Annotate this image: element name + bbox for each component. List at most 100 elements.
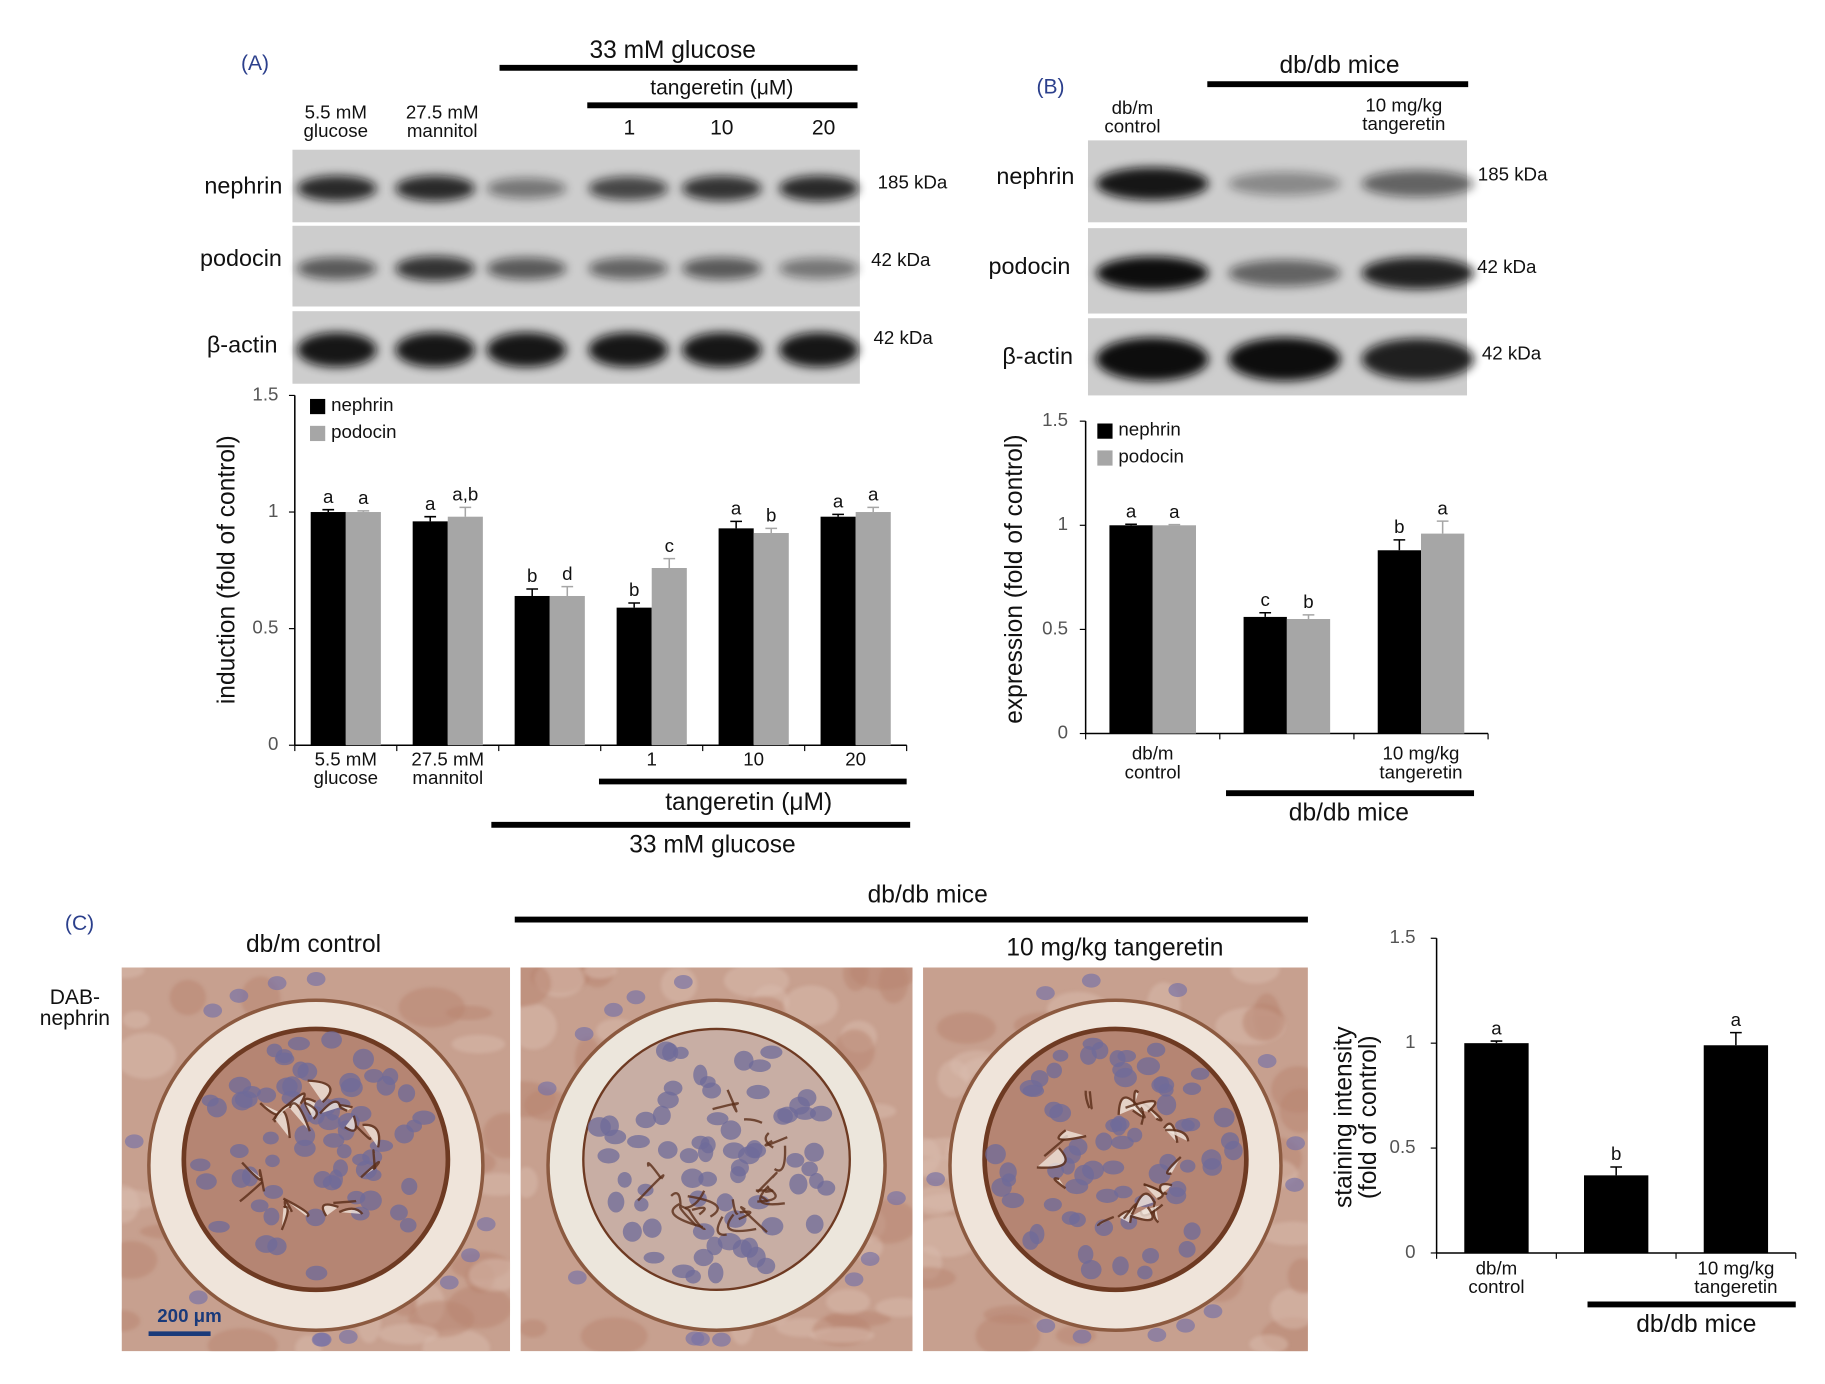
nucleus [716, 1193, 734, 1212]
nucleus [622, 1221, 642, 1242]
capillary-loop [646, 1162, 662, 1180]
nucleus [786, 1153, 805, 1168]
nucleus [1095, 1132, 1113, 1151]
nucleus [801, 1161, 818, 1177]
legend-label: podocin [331, 421, 397, 442]
nucleus [1183, 1222, 1201, 1240]
nucleus [1112, 1062, 1133, 1078]
blot-band [486, 332, 567, 368]
nucleus [229, 988, 249, 1003]
error-bar [730, 520, 742, 529]
nucleus [693, 1248, 714, 1267]
nucleus [1174, 1119, 1195, 1132]
tissue-texture [843, 967, 869, 991]
nucleus [702, 1082, 722, 1099]
tissue-texture [923, 1185, 957, 1216]
blot-background [292, 311, 860, 384]
capillary-loop [282, 1197, 310, 1218]
legend-swatch [1097, 450, 1113, 466]
significance-letter: a [1731, 1009, 1742, 1030]
lane-label: 5.5 mM glucose [304, 101, 368, 141]
capillary-loop [1084, 1090, 1091, 1109]
bar [447, 516, 483, 746]
nucleus [732, 1239, 752, 1258]
size-label: 42 kDa [874, 327, 934, 348]
nucleus [297, 1062, 318, 1081]
nucleus [1102, 1160, 1125, 1175]
nucleus [1074, 1164, 1095, 1186]
error-bar [1393, 539, 1406, 551]
nucleus [382, 1068, 399, 1085]
size-label: 42 kDa [871, 249, 931, 270]
capillary-loop [773, 1145, 787, 1172]
capillary-loop [362, 1123, 381, 1148]
nucleus [231, 1169, 251, 1188]
nucleus [390, 1204, 408, 1221]
capillary-loop [307, 1079, 332, 1104]
tissue-texture [451, 1034, 506, 1054]
legend-label: nephrin [331, 394, 393, 415]
nucleus [401, 1177, 418, 1195]
error-bar [459, 506, 472, 517]
nucleus [635, 1111, 657, 1129]
capillary-loop [1125, 1100, 1157, 1113]
capillary-loop [321, 1203, 339, 1217]
x-tick-label: db/m control [1125, 743, 1181, 783]
error-bar [1610, 1166, 1623, 1176]
nucleus [734, 1050, 754, 1071]
tissue-texture [1279, 1088, 1308, 1133]
row-label: β-actin [1002, 343, 1073, 369]
nucleus [999, 1162, 1017, 1183]
row-label: nephrin [204, 172, 282, 198]
legend-label: nephrin [1118, 418, 1180, 439]
nucleus [1168, 1180, 1187, 1197]
nucleus [1112, 1256, 1129, 1276]
nucleus [692, 1223, 715, 1240]
nucleus [1146, 1042, 1166, 1057]
error-bar [663, 557, 676, 568]
nucleus [265, 1154, 280, 1168]
nucleus [1168, 983, 1188, 998]
capillary-loop [1133, 1089, 1140, 1106]
nucleus [626, 990, 646, 1005]
nucleus [794, 1106, 817, 1120]
image-label: 10 mg/kg tangeretin [1006, 934, 1223, 961]
lane-label: db/m control [1104, 97, 1160, 137]
legend-swatch [310, 425, 326, 442]
tissue-texture [520, 1003, 557, 1050]
tissue-texture [520, 967, 551, 1007]
nucleus [399, 1217, 417, 1233]
nucleus [1286, 1136, 1306, 1151]
x-tick-label: 5.5 mM glucose [314, 748, 378, 788]
bar [1243, 616, 1287, 734]
capillary-loop [338, 1207, 364, 1215]
nucleus [537, 1081, 557, 1096]
y-axis-label: induction (fold of control) [214, 435, 241, 704]
y-tick-label: 0 [1405, 1241, 1415, 1262]
nucleus [756, 1257, 776, 1275]
nucleus [195, 1173, 217, 1190]
y-tick-label: 1 [1405, 1031, 1415, 1052]
x-tick-label: 10 mg/kg tangeretin [1694, 1257, 1777, 1297]
lane-label: 20 [812, 116, 835, 139]
x-tick-label: 20 [845, 748, 866, 769]
nucleus [305, 1265, 328, 1281]
size-label: 185 kDa [878, 172, 948, 193]
capillary-loop [1096, 1215, 1115, 1227]
blot-band [297, 175, 377, 202]
nucleus [706, 1112, 729, 1126]
nucleus [267, 976, 287, 991]
nucleus [1080, 1260, 1102, 1280]
error-bar [832, 513, 844, 517]
y-tick-label: 0.5 [252, 617, 278, 638]
capillary-loop [688, 1209, 706, 1230]
nucleus [685, 1331, 705, 1346]
nucleus [256, 1087, 277, 1103]
nucleus [697, 1142, 714, 1163]
tissue-texture [121, 967, 145, 979]
blot-band [1228, 259, 1341, 287]
nucleus [698, 1171, 717, 1187]
bar [616, 607, 652, 746]
significance-letter: d [562, 563, 572, 584]
significance-letter: a [731, 498, 742, 519]
